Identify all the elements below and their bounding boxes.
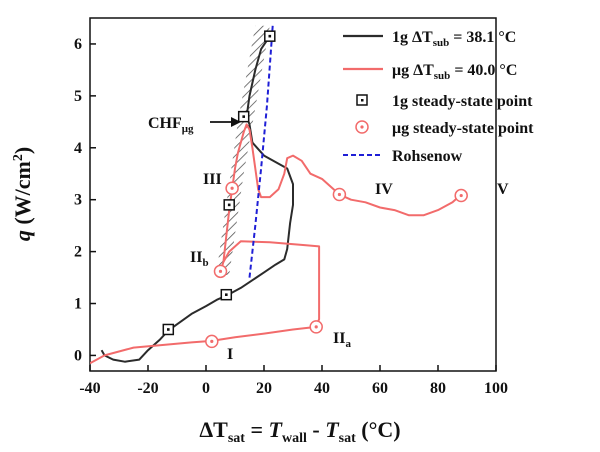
- x-tick-label: 100: [484, 380, 508, 397]
- steady-1g-point-dot: [268, 34, 272, 38]
- legend-marker-ug-steady-dot: [360, 125, 364, 129]
- chf-arrow-head: [231, 117, 241, 127]
- steady-ug-point-dot: [314, 325, 318, 329]
- steady-ug-point-dot: [218, 269, 223, 273]
- x-axis-title: ΔTsat = Twall - Tsat (°C): [199, 417, 400, 446]
- series-line-1g: [100, 35, 294, 363]
- annotation-IIa: IIa: [333, 330, 351, 350]
- y-tick-label: 4: [74, 140, 82, 157]
- y-tick-label: 2: [74, 244, 82, 261]
- x-tick-label: -40: [79, 380, 100, 397]
- legend-label-ug-steady: μg steady-state point: [392, 120, 534, 137]
- annotation-V: V: [497, 181, 509, 198]
- y-tick-label: 1: [74, 296, 82, 313]
- legend-label-1g: 1g ΔTsub = 38.1 °C: [392, 29, 516, 49]
- x-tick-label: 20: [256, 380, 272, 397]
- legend-marker-1g-steady-dot: [361, 99, 364, 102]
- steady-ug-point-dot: [230, 186, 234, 190]
- x-tick-label: 40: [314, 380, 330, 397]
- x-tick-label: -20: [137, 380, 158, 397]
- steady-1g-point-dot: [242, 115, 245, 118]
- annotation-IIb: IIb: [190, 249, 209, 269]
- chf-hatch-band: [216, 25, 270, 275]
- y-tick-label: 5: [74, 88, 82, 105]
- annotation-I: I: [227, 346, 233, 363]
- steady-ug-point-dot: [459, 193, 463, 198]
- steady-1g-point-dot: [227, 203, 231, 207]
- x-tick-label: 0: [202, 380, 210, 397]
- steady-ug-point-dot: [337, 192, 341, 197]
- x-tick-label: 60: [372, 380, 388, 397]
- annotation-chf: CHFμg: [148, 115, 194, 135]
- legend-label-ug: μg ΔTsub = 40.0 °C: [392, 62, 517, 82]
- legend: 1g ΔTsub = 38.1 °C μg ΔTsub = 40.0 °C 1g…: [343, 29, 534, 165]
- annotation-III: III: [203, 171, 222, 188]
- annotations: CHFμg I IIa IIb III IV V: [148, 115, 509, 363]
- legend-label-1g-steady: 1g steady-state point: [392, 93, 533, 110]
- steady-1g-point-dot: [225, 293, 228, 296]
- y-axis-title: q (W/cm2): [10, 147, 35, 241]
- annotation-IV: IV: [375, 181, 393, 198]
- series-line-rohsenow: [248, 25, 274, 278]
- x-tick-label: 80: [430, 380, 446, 397]
- y-tick-label: 6: [74, 36, 82, 53]
- plot-frame: [89, 17, 497, 372]
- chf-hatch-polygon: [216, 25, 270, 275]
- steady-1g-point-dot: [167, 328, 170, 331]
- y-tick-label: 0: [74, 347, 82, 364]
- legend-label-rohsenow: Rohsenow: [392, 148, 463, 165]
- y-tick-label: 3: [74, 192, 82, 209]
- steady-ug-point-dot: [210, 339, 214, 344]
